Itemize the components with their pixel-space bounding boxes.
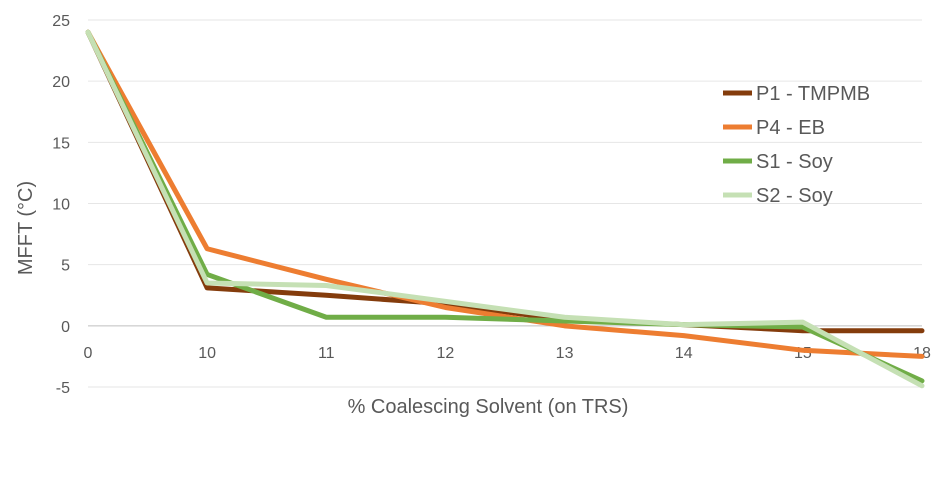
x-tick-label: 18 bbox=[913, 345, 931, 362]
y-tick-label: 0 bbox=[61, 319, 70, 336]
legend-label: S2 - Soy bbox=[756, 185, 833, 207]
x-tick-label: 0 bbox=[84, 345, 93, 362]
x-tick-label: 10 bbox=[198, 345, 216, 362]
x-tick-label: 12 bbox=[437, 345, 455, 362]
y-tick-label: 5 bbox=[61, 258, 70, 275]
legend-label: S1 - Soy bbox=[756, 151, 833, 173]
y-tick-label: -5 bbox=[56, 380, 70, 397]
gridlines bbox=[88, 19, 922, 388]
x-tick-label: 11 bbox=[318, 345, 335, 362]
x-axis-title: % Coalescing Solvent (on TRS) bbox=[348, 396, 629, 418]
y-axis-tick-labels: -5 0 5 10 15 20 25 bbox=[52, 13, 70, 397]
y-axis-title: MFFT (°C) bbox=[15, 181, 37, 275]
x-axis-tick-labels: 0 10 11 12 13 14 15 18 bbox=[84, 345, 931, 362]
y-tick-label: 10 bbox=[52, 197, 70, 214]
x-tick-label: 13 bbox=[556, 345, 574, 362]
x-tick-label: 14 bbox=[675, 345, 693, 362]
legend-label: P4 - EB bbox=[756, 117, 825, 139]
series-line-s2-soy bbox=[85, 29, 925, 389]
y-tick-label: 25 bbox=[52, 13, 70, 30]
series-line-p1-tmpmb bbox=[85, 29, 925, 334]
series-lines bbox=[85, 29, 925, 389]
y-tick-label: 20 bbox=[52, 74, 70, 91]
legend-label: P1 - TMPMB bbox=[756, 83, 870, 105]
y-tick-label: 15 bbox=[52, 135, 70, 152]
legend: P1 - TMPMB P4 - EB S1 - Soy S2 - Soy bbox=[723, 83, 870, 207]
